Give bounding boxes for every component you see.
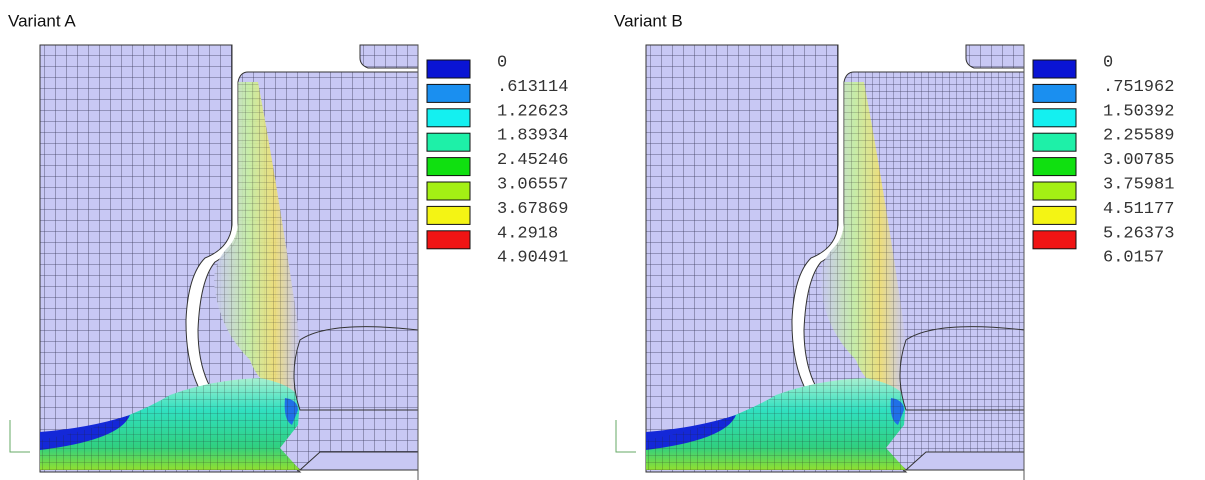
axis-triad: [616, 420, 636, 452]
legend-label: 6.0157: [1103, 249, 1164, 268]
legend-swatch: [427, 182, 470, 200]
legend-swatch: [1033, 109, 1076, 127]
legend-swatch: [1033, 231, 1076, 249]
legend-label: .751962: [1103, 78, 1174, 97]
legend-label: 4.51177: [1103, 200, 1174, 219]
panel: Variant A 0 .613114 1.22623 1.83934 2.45246 3.…: [8, 11, 568, 480]
legend-swatch: [1033, 206, 1076, 224]
panel: Variant B 0 .751962 1.50392 2.25589 3.00785 3.…: [614, 11, 1174, 480]
legend-swatch: [427, 133, 470, 151]
legend-swatch: [1033, 84, 1076, 102]
legend-label: 1.22623: [497, 102, 568, 121]
legend-label: .613114: [497, 78, 568, 97]
legend-label: 4.90491: [497, 249, 568, 268]
legend-swatch: [1033, 60, 1076, 78]
panel-title: Variant A: [8, 11, 76, 30]
mesh-region: [300, 452, 418, 470]
legend-swatch: [427, 206, 470, 224]
mesh-plot: [616, 45, 1024, 480]
legend-swatch: [1033, 158, 1076, 176]
legend-label: 1.50392: [1103, 102, 1174, 121]
legend-label: 0: [1103, 53, 1113, 72]
mesh-region: [294, 327, 418, 410]
legend-label: 3.00785: [1103, 151, 1174, 170]
mesh-region: [900, 327, 1024, 410]
panel-title: Variant B: [614, 11, 683, 30]
figure: Variant A 0 .613114 1.22623 1.83934 2.45246 3.…: [0, 0, 1205, 480]
mesh-plot: [10, 45, 418, 480]
legend-swatch: [427, 84, 470, 102]
legend-label: 3.06557: [497, 175, 568, 194]
legend-label: 2.25589: [1103, 127, 1174, 146]
legend-swatch: [427, 231, 470, 249]
legend-label: 3.75981: [1103, 175, 1174, 194]
legend-swatch: [427, 158, 470, 176]
legend-swatch: [427, 60, 470, 78]
legend-label: 0: [497, 53, 507, 72]
legend-label: 3.67869: [497, 200, 568, 219]
legend-swatch: [1033, 182, 1076, 200]
legend-label: 4.2918: [497, 224, 558, 243]
legend-swatch: [427, 109, 470, 127]
mesh-region: [966, 45, 1024, 68]
mesh-region: [360, 45, 418, 68]
mesh-region: [906, 452, 1024, 470]
figure-canvas: Variant A 0 .613114 1.22623 1.83934 2.45246 3.…: [0, 0, 1205, 480]
legend-label: 5.26373: [1103, 224, 1174, 243]
legend-label: 1.83934: [497, 127, 568, 146]
legend-swatch: [1033, 133, 1076, 151]
legend-label: 2.45246: [497, 151, 568, 170]
axis-triad: [10, 420, 30, 452]
